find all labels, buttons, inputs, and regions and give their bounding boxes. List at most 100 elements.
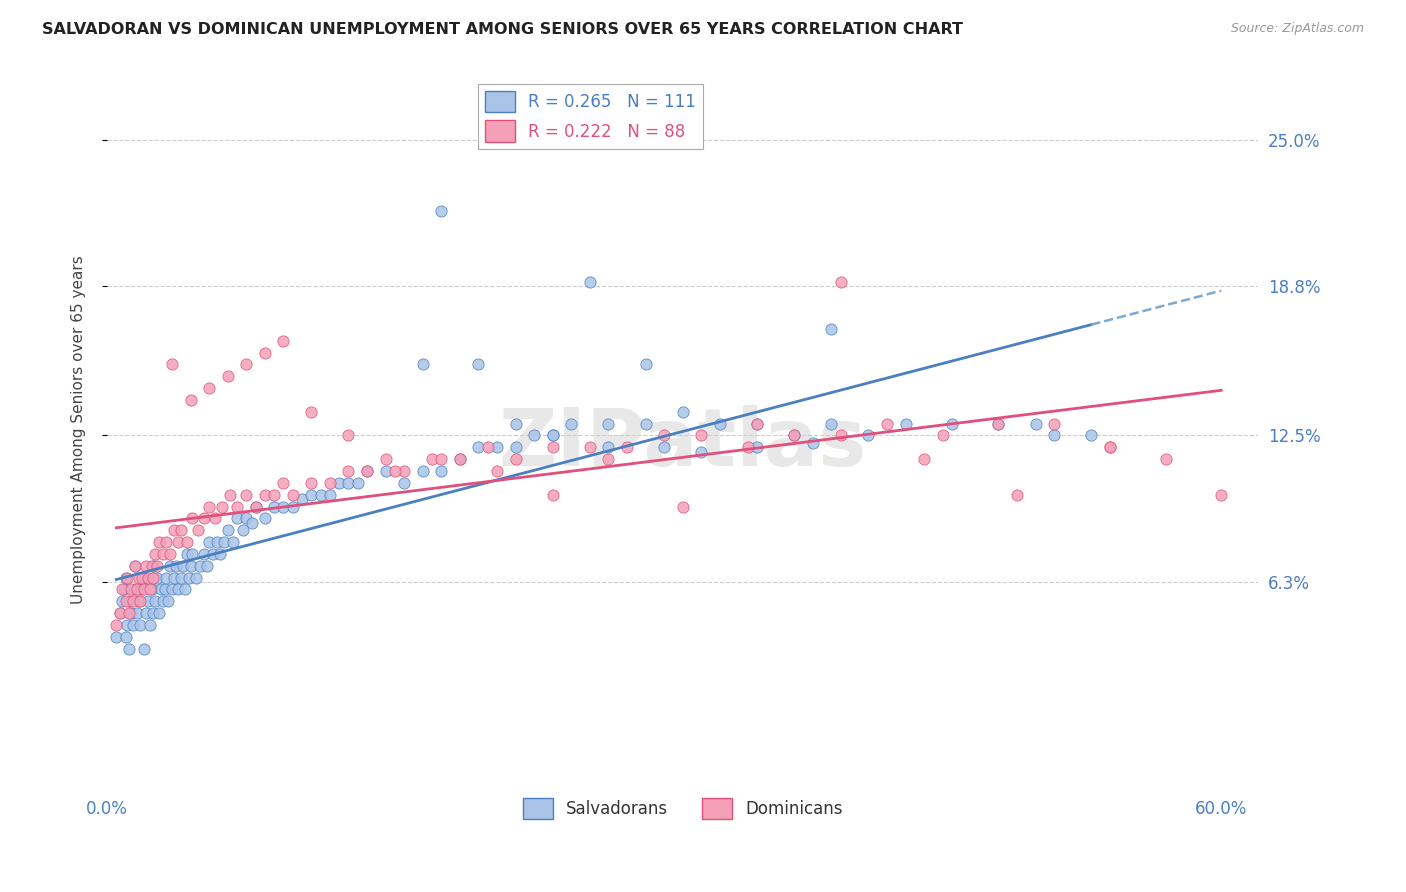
Point — [912, 452, 935, 467]
Point — [111, 594, 134, 608]
Point — [412, 464, 434, 478]
Point — [129, 594, 152, 608]
Point — [273, 500, 295, 514]
Point — [148, 606, 170, 620]
Point — [153, 582, 176, 597]
Point — [201, 547, 224, 561]
Point — [430, 464, 453, 478]
Point — [412, 358, 434, 372]
Point — [299, 405, 322, 419]
Point — [174, 582, 197, 597]
Point — [346, 475, 368, 490]
Point — [157, 594, 180, 608]
Point — [337, 475, 360, 490]
Point — [253, 345, 276, 359]
Point — [226, 511, 249, 525]
Point — [198, 500, 221, 514]
Point — [560, 417, 582, 431]
Point — [1098, 440, 1121, 454]
Point — [392, 464, 415, 478]
Point — [114, 570, 136, 584]
Point — [420, 452, 443, 467]
Point — [180, 392, 202, 407]
Point — [160, 582, 183, 597]
Point — [430, 452, 453, 467]
Point — [245, 500, 267, 514]
Point — [235, 488, 257, 502]
Point — [172, 558, 194, 573]
Point — [1211, 488, 1233, 502]
Point — [1025, 417, 1047, 431]
Point — [170, 570, 193, 584]
Point — [830, 428, 852, 442]
Point — [505, 417, 527, 431]
Point — [111, 582, 134, 597]
Point — [987, 417, 1010, 431]
Point — [118, 594, 141, 608]
Point — [449, 452, 471, 467]
Point — [737, 440, 759, 454]
Point — [155, 535, 177, 549]
Point — [894, 417, 917, 431]
Point — [124, 558, 146, 573]
Point — [1080, 428, 1102, 442]
Point — [541, 428, 564, 442]
Point — [212, 535, 235, 549]
Point — [198, 381, 221, 395]
Point — [384, 464, 406, 478]
Point — [1043, 428, 1066, 442]
Point — [235, 511, 257, 525]
Point — [135, 606, 157, 620]
Point — [579, 440, 602, 454]
Point — [745, 417, 768, 431]
Point — [430, 203, 453, 218]
Point — [598, 440, 620, 454]
Point — [181, 547, 204, 561]
Point — [105, 618, 128, 632]
Point — [129, 618, 152, 632]
Point — [105, 630, 128, 644]
Point — [141, 558, 163, 573]
Point — [541, 428, 564, 442]
Point — [253, 488, 276, 502]
Point — [505, 440, 527, 454]
Point — [337, 428, 360, 442]
Point — [486, 440, 509, 454]
Point — [941, 417, 963, 431]
Point — [291, 492, 314, 507]
Point — [801, 435, 824, 450]
Point — [122, 594, 145, 608]
Point — [146, 558, 169, 573]
Point — [217, 523, 239, 537]
Y-axis label: Unemployment Among Seniors over 65 years: Unemployment Among Seniors over 65 years — [72, 255, 86, 604]
Point — [652, 428, 675, 442]
Point — [634, 358, 657, 372]
Point — [163, 523, 186, 537]
Point — [148, 535, 170, 549]
Point — [128, 594, 150, 608]
Point — [166, 535, 188, 549]
Point — [122, 618, 145, 632]
Point — [180, 558, 202, 573]
Point — [745, 417, 768, 431]
Point — [125, 606, 148, 620]
Point — [309, 488, 332, 502]
Point — [1098, 440, 1121, 454]
Point — [131, 582, 153, 597]
Point — [467, 358, 489, 372]
Point — [356, 464, 378, 478]
Point — [319, 488, 342, 502]
Point — [165, 558, 187, 573]
Point — [186, 570, 208, 584]
Point — [486, 464, 509, 478]
Point — [114, 594, 136, 608]
Point — [652, 440, 675, 454]
Point — [149, 582, 172, 597]
Point — [232, 523, 254, 537]
Point — [217, 369, 239, 384]
Point — [155, 570, 177, 584]
Point — [136, 570, 159, 584]
Point — [987, 417, 1010, 431]
Point — [124, 582, 146, 597]
Point — [374, 464, 396, 478]
